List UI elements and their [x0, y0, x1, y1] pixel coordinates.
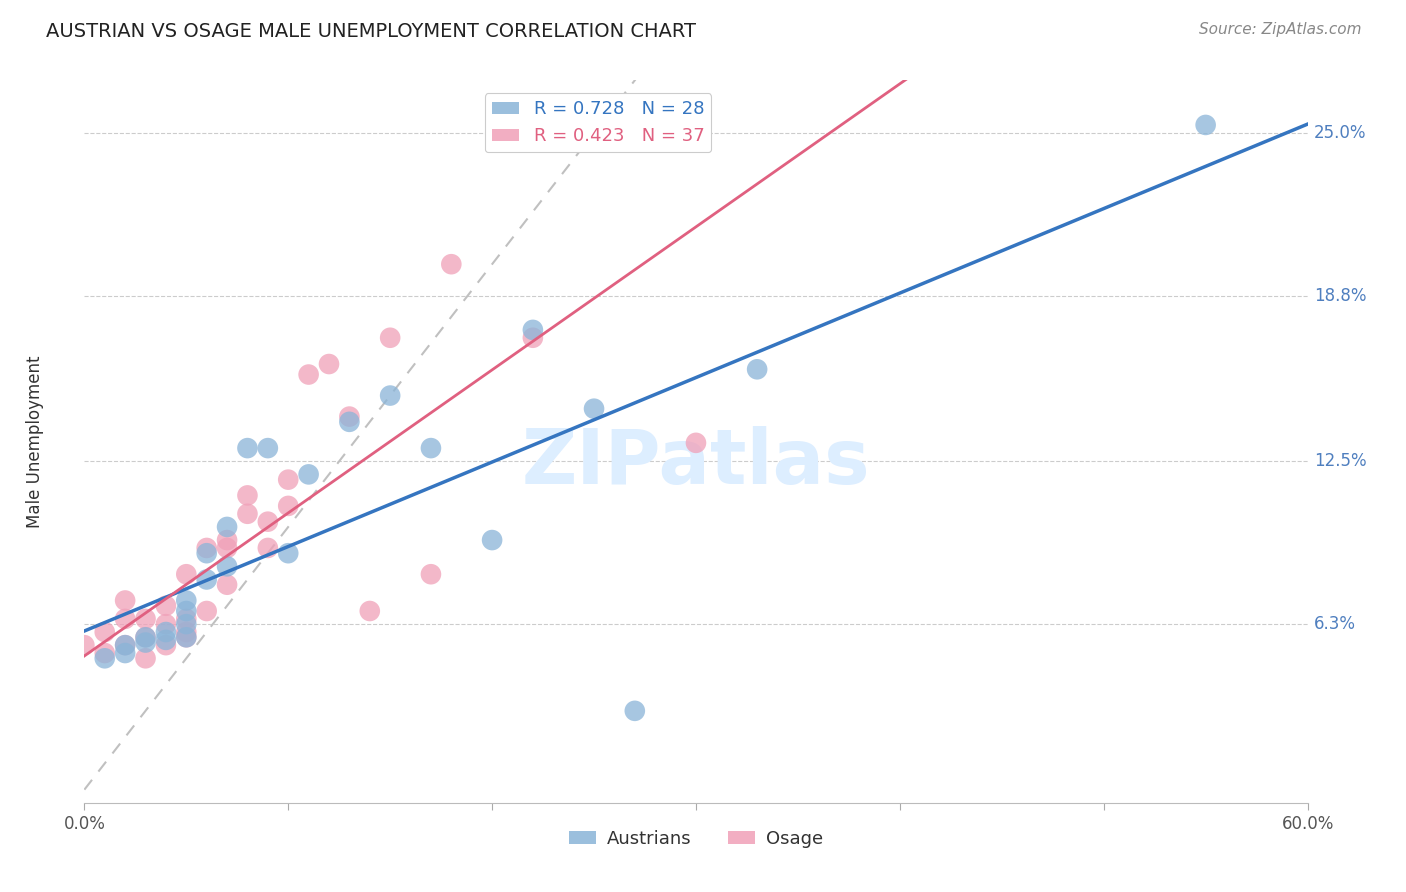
Point: [93, 651, 115, 665]
Text: 12.5%: 12.5%: [1313, 452, 1367, 470]
Point: [747, 362, 769, 376]
Point: [217, 578, 239, 592]
Point: [359, 604, 381, 618]
Point: [339, 409, 361, 424]
Point: [73, 638, 96, 652]
Text: 18.8%: 18.8%: [1313, 286, 1367, 305]
Point: [236, 441, 259, 455]
Point: [174, 593, 197, 607]
Point: [339, 415, 361, 429]
Point: [277, 473, 299, 487]
Point: [174, 604, 197, 618]
Point: [440, 257, 463, 271]
Point: [1195, 118, 1218, 132]
Point: [135, 635, 157, 649]
Point: [217, 541, 239, 555]
Point: [195, 573, 218, 587]
Text: Source: ZipAtlas.com: Source: ZipAtlas.com: [1198, 22, 1361, 37]
Point: [155, 599, 177, 613]
Point: [522, 331, 544, 345]
Point: [93, 625, 115, 640]
Point: [257, 441, 280, 455]
Point: [298, 368, 321, 382]
Point: [174, 630, 197, 644]
Text: AUSTRIAN VS OSAGE MALE UNEMPLOYMENT CORRELATION CHART: AUSTRIAN VS OSAGE MALE UNEMPLOYMENT CORR…: [46, 22, 696, 41]
Point: [135, 630, 157, 644]
Point: [277, 546, 299, 560]
Point: [135, 630, 157, 644]
Point: [420, 441, 443, 455]
Point: [217, 520, 239, 534]
Point: [195, 604, 218, 618]
Point: [257, 515, 280, 529]
Point: [624, 704, 647, 718]
Point: [298, 467, 321, 482]
Point: [114, 593, 136, 607]
Text: 6.3%: 6.3%: [1313, 615, 1355, 633]
Point: [174, 612, 197, 626]
Point: [583, 120, 606, 135]
Point: [93, 646, 115, 660]
Point: [174, 625, 197, 640]
Point: [114, 638, 136, 652]
Legend: Austrians, Osage: Austrians, Osage: [562, 822, 830, 855]
Point: [195, 541, 218, 555]
Point: [155, 617, 177, 632]
Point: [174, 630, 197, 644]
Point: [481, 533, 503, 547]
Point: [114, 612, 136, 626]
Point: [217, 559, 239, 574]
Point: [522, 323, 544, 337]
Point: [257, 541, 280, 555]
Point: [155, 632, 177, 647]
Text: ZIPatlas: ZIPatlas: [522, 426, 870, 500]
Point: [217, 533, 239, 547]
Point: [135, 612, 157, 626]
Point: [583, 401, 606, 416]
Point: [174, 567, 197, 582]
Point: [380, 331, 402, 345]
Text: Male Unemployment: Male Unemployment: [27, 355, 45, 528]
Point: [174, 617, 197, 632]
Point: [155, 625, 177, 640]
Point: [420, 567, 443, 582]
Point: [318, 357, 340, 371]
Point: [135, 651, 157, 665]
Point: [236, 507, 259, 521]
Point: [114, 646, 136, 660]
Point: [277, 499, 299, 513]
Point: [236, 488, 259, 502]
Point: [114, 638, 136, 652]
Point: [685, 435, 707, 450]
Text: 25.0%: 25.0%: [1313, 124, 1367, 142]
Point: [155, 638, 177, 652]
Point: [380, 388, 402, 402]
Point: [195, 546, 218, 560]
